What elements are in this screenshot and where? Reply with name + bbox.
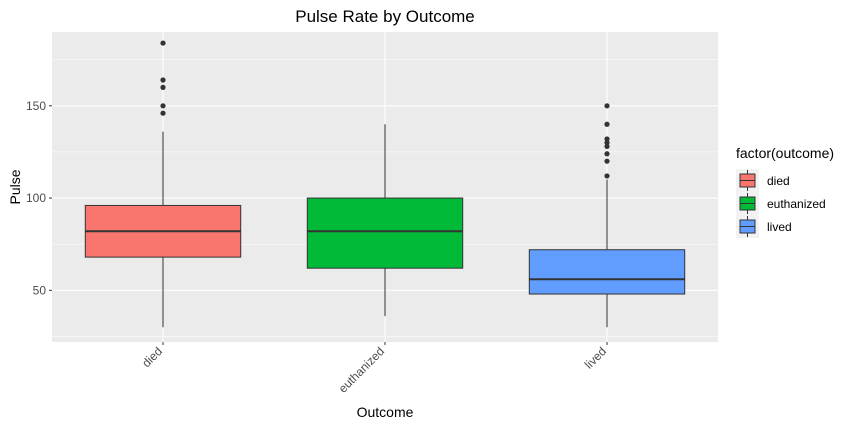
legend-item-died: died xyxy=(736,169,790,192)
chart-title: Pulse Rate by Outcome xyxy=(295,7,475,26)
legend-label: euthanized xyxy=(767,197,826,211)
outlier-point xyxy=(160,77,166,83)
outlier-point xyxy=(604,158,610,164)
x-axis: died euthanized lived xyxy=(139,342,609,396)
outlier-point xyxy=(604,151,610,157)
legend-label: lived xyxy=(767,220,792,234)
outlier-point xyxy=(604,140,610,146)
x-tick-label: euthanized xyxy=(336,344,387,395)
y-axis-title: Pulse xyxy=(7,169,23,204)
outlier-point xyxy=(160,103,166,109)
boxplot-died xyxy=(84,40,242,328)
outlier-point xyxy=(160,110,166,116)
outlier-point xyxy=(160,84,166,90)
y-tick-label: 150 xyxy=(26,99,46,113)
outlier-point xyxy=(604,173,610,179)
legend-title: factor(outcome) xyxy=(736,145,834,161)
legend-label: died xyxy=(767,174,790,188)
boxplot-lived xyxy=(528,103,686,328)
legend-item-lived: lived xyxy=(736,215,792,238)
y-tick-label: 50 xyxy=(33,283,47,297)
box-iqr xyxy=(528,249,686,295)
x-axis-title: Outcome xyxy=(357,404,414,420)
outlier-point xyxy=(604,103,610,109)
y-tick-label: 100 xyxy=(26,191,46,205)
outlier-point xyxy=(604,143,610,150)
x-tick-label: lived xyxy=(582,344,609,371)
outlier-point xyxy=(604,136,610,142)
outlier-point xyxy=(160,40,166,46)
legend-item-euthanized: euthanized xyxy=(736,192,826,215)
box-group xyxy=(84,40,686,328)
boxplot-euthanized xyxy=(306,124,464,317)
x-tick-label: died xyxy=(139,344,165,370)
box-iqr xyxy=(306,197,464,269)
y-axis: 50 100 150 xyxy=(26,99,52,297)
outlier-point xyxy=(604,121,610,127)
legend: factor(outcome) died euthanized lived xyxy=(736,145,834,238)
